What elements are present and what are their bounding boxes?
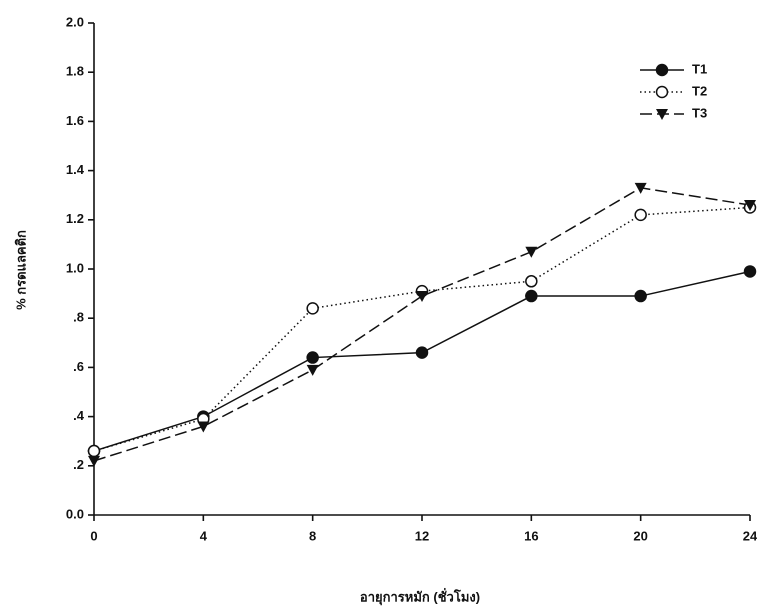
legend-label: T3 — [692, 105, 707, 120]
marker — [197, 421, 209, 432]
x-tick-label: 12 — [415, 528, 429, 543]
marker — [526, 291, 537, 302]
marker — [416, 291, 428, 302]
y-tick-label: .6 — [73, 359, 84, 374]
marker — [745, 266, 756, 277]
y-axis-title: % กรดแลคติก — [13, 230, 28, 310]
x-tick-label: 16 — [524, 528, 538, 543]
y-tick-label: 1.2 — [66, 211, 84, 226]
marker — [635, 209, 646, 220]
marker — [417, 347, 428, 358]
marker — [307, 352, 318, 363]
legend-label: T1 — [692, 61, 707, 76]
x-tick-label: 0 — [90, 528, 97, 543]
y-tick-label: 1.4 — [66, 162, 85, 177]
x-tick-label: 20 — [633, 528, 647, 543]
x-tick-label: 8 — [309, 528, 316, 543]
y-tick-label: .2 — [73, 457, 84, 472]
marker — [657, 87, 668, 98]
series-line — [94, 208, 750, 452]
marker — [307, 303, 318, 314]
marker — [657, 65, 668, 76]
y-tick-label: .4 — [73, 408, 85, 423]
marker — [307, 365, 319, 376]
x-tick-label: 4 — [200, 528, 208, 543]
marker — [525, 247, 537, 258]
x-tick-label: 24 — [743, 528, 757, 543]
marker — [89, 446, 100, 457]
y-tick-label: 1.8 — [66, 64, 84, 79]
legend-label: T2 — [692, 83, 707, 98]
y-tick-label: 2.0 — [66, 14, 84, 29]
marker — [635, 291, 646, 302]
y-tick-label: 1.0 — [66, 260, 84, 275]
y-tick-label: .8 — [73, 310, 84, 325]
marker — [526, 276, 537, 287]
chart: อายุการหมัก (ชั่วโมง) % กรดแลคติก 0.0 .2.… — [0, 0, 757, 610]
x-axis-title: อายุการหมัก (ชั่วโมง) — [360, 587, 480, 605]
y-tick-label: 1.6 — [66, 113, 84, 128]
y-tick-label: 0.0 — [66, 506, 84, 521]
